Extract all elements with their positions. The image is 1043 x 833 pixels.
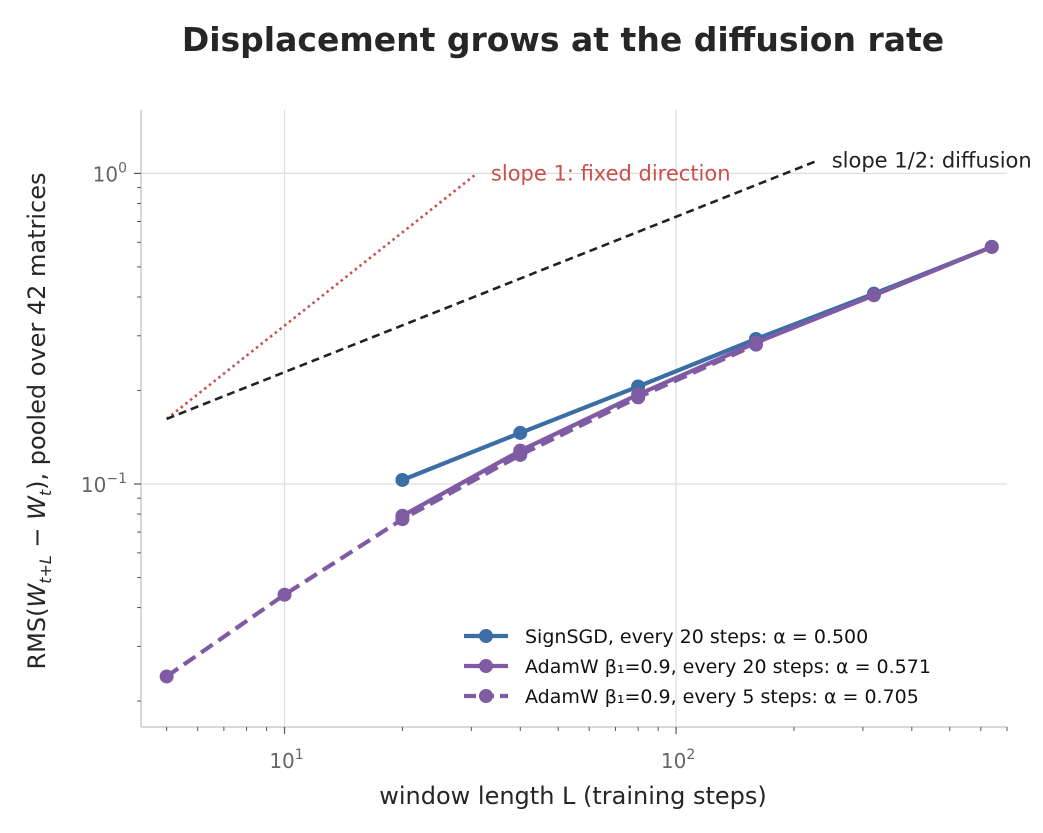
series-1-point-4 (866, 288, 881, 303)
reference-lines: slope 1: fixed direction slope 1/2: diffu… (165, 149, 1032, 421)
legend: SignSGD, every 20 steps: α = 0.500 AdamW … (464, 626, 931, 708)
series-1-point-5 (984, 239, 999, 254)
y-tick-label-1: 100 (93, 160, 127, 186)
reference-line-0 (165, 172, 478, 420)
legend-swatch-marker-1 (479, 659, 493, 673)
series-2-point-0 (159, 669, 174, 684)
reference-label-1: slope 1/2: diffusion (832, 149, 1032, 173)
y-label-post: ), pooled over 42 matrices (23, 172, 51, 489)
series-2 (159, 337, 764, 684)
series-2-point-1 (277, 587, 292, 602)
y-label-minus: − (23, 520, 51, 555)
series-2-point-4 (631, 390, 646, 405)
y-label-w1: W (23, 583, 51, 608)
legend-label-0: SignSGD, every 20 steps: α = 0.500 (525, 626, 868, 648)
series-2-point-5 (749, 337, 764, 352)
x-axis-label: window length L (training steps) (379, 782, 767, 810)
series-1 (395, 239, 999, 523)
x-tick-label-1: 102 (661, 747, 695, 773)
legend-swatch-marker-2 (479, 689, 493, 703)
reference-line-1 (166, 159, 819, 421)
legend-label-1: AdamW β₁=0.9, every 20 steps: α = 0.571 (525, 656, 931, 678)
legend-label-2: AdamW β₁=0.9, every 5 steps: α = 0.705 (525, 686, 919, 708)
series-layer (159, 239, 999, 684)
grid (141, 110, 1007, 727)
y-label-sub2: t (36, 489, 55, 496)
series-2-point-3 (513, 447, 528, 462)
y-label-pre: RMS( (23, 608, 51, 670)
y-axis-label: RMS(Wt+L − Wt), pooled over 42 matrices (23, 172, 55, 669)
reference-label-0: slope 1: fixed direction (491, 161, 731, 185)
series-2-point-2 (395, 512, 410, 527)
series-0 (395, 239, 999, 487)
x-tick-label-0: 101 (269, 747, 303, 773)
y-label-sub1: t+L (36, 555, 55, 584)
series-0-point-1 (513, 425, 528, 440)
legend-swatch-marker-0 (479, 629, 493, 643)
y-label-w2: W (23, 495, 51, 520)
y-tick-label-0: 10−1 (81, 471, 127, 497)
series-line-2 (165, 342, 757, 679)
chart-title: Displacement grows at the diffusion rate (182, 20, 944, 59)
axis-ticks: 101 102 10−1 100 (81, 160, 1008, 773)
series-line-1 (401, 244, 993, 518)
series-0-point-0 (395, 472, 410, 487)
